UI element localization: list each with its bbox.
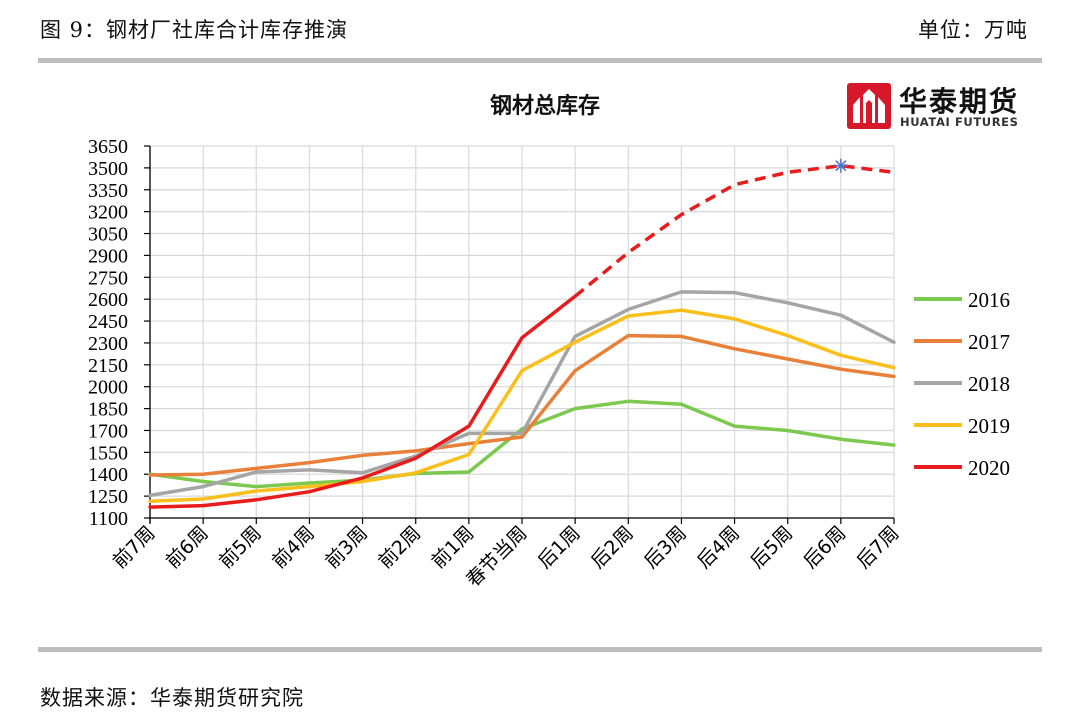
legend-label-2018: 2018 bbox=[968, 372, 1010, 396]
x-tick-label: 后3周 bbox=[640, 522, 691, 573]
data-source: 数据来源：华泰期货研究院 bbox=[40, 686, 304, 710]
y-tick-label: 2150 bbox=[88, 355, 128, 377]
y-tick-label: 2600 bbox=[88, 289, 128, 311]
x-tick-label: 前6周 bbox=[162, 522, 213, 573]
logo-name-cn: 华泰期货 bbox=[899, 85, 1020, 118]
y-tick-label: 2000 bbox=[88, 377, 128, 399]
legend-label-2017: 2017 bbox=[968, 330, 1010, 354]
x-tick-label: 前3周 bbox=[321, 522, 372, 573]
y-tick-label: 3650 bbox=[88, 136, 128, 158]
y-tick-label: 2750 bbox=[88, 267, 128, 289]
top-divider bbox=[38, 58, 1042, 63]
logo-name-en: HUATAI FUTURES bbox=[900, 115, 1019, 129]
logo-mark-icon bbox=[847, 83, 891, 129]
y-tick-label: 1700 bbox=[88, 420, 128, 442]
unit-label: 单位：万吨 bbox=[918, 18, 1028, 42]
series-line-2016 bbox=[148, 399, 896, 489]
y-tick-label: 3050 bbox=[88, 224, 128, 246]
y-tick-label: 1550 bbox=[88, 442, 128, 464]
series-line-2017 bbox=[148, 333, 896, 477]
y-tick-label: 1100 bbox=[89, 508, 128, 530]
y-tick-label: 1400 bbox=[88, 464, 128, 486]
y-tick-label: 3500 bbox=[88, 158, 128, 180]
company-logo: 华泰期货 HUATAI FUTURES bbox=[847, 82, 1037, 132]
legend-label-2019: 2019 bbox=[968, 414, 1010, 438]
y-tick-label: 1850 bbox=[88, 399, 128, 421]
y-tick-label: 2300 bbox=[88, 333, 128, 355]
x-tick-label: 后2周 bbox=[587, 522, 638, 573]
y-tick-label: 2450 bbox=[88, 311, 128, 333]
y-tick-label: 3350 bbox=[88, 180, 128, 202]
figure-title: 图 9：钢材厂社库合计库存推演 bbox=[40, 18, 349, 42]
x-tick-label: 后7周 bbox=[853, 522, 904, 573]
legend-label-2020: 2020 bbox=[968, 456, 1010, 480]
chart-title: 钢材总库存 bbox=[489, 94, 600, 119]
x-tick-label: 前5周 bbox=[215, 522, 266, 573]
x-tick-label: 后4周 bbox=[693, 522, 744, 573]
x-tick-label: 后1周 bbox=[534, 522, 585, 573]
x-tick-label: 后6周 bbox=[799, 522, 850, 573]
bottom-divider bbox=[38, 647, 1042, 652]
y-tick-label: 3200 bbox=[88, 202, 128, 224]
series-line-2019 bbox=[148, 308, 896, 503]
series-line-2020 bbox=[148, 294, 577, 509]
x-tick-label: 前2周 bbox=[374, 522, 425, 573]
y-tick-label: 1250 bbox=[88, 486, 128, 508]
x-tick-label: 前4周 bbox=[268, 522, 319, 573]
x-tick-label: 前1周 bbox=[427, 522, 478, 573]
legend-label-2016: 2016 bbox=[968, 288, 1010, 312]
series-marker bbox=[835, 160, 847, 172]
series-line-2018 bbox=[148, 290, 896, 498]
y-tick-label: 2900 bbox=[88, 245, 128, 267]
x-tick-label: 后5周 bbox=[746, 522, 797, 573]
